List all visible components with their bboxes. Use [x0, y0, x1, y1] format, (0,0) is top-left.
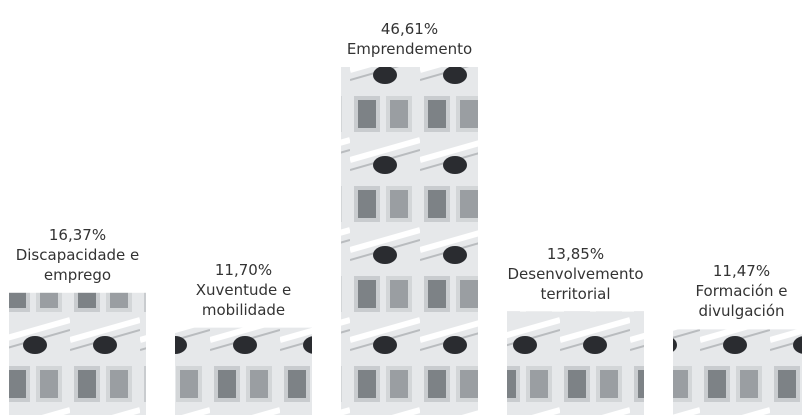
bar	[673, 329, 802, 415]
plot	[0, 0, 802, 415]
category-label: Emprendemento	[335, 39, 485, 59]
bar-label: 13,85%Desenvolvemento territorial	[501, 244, 651, 304]
category-label: Formación e divulgación	[667, 281, 802, 321]
value-label: 11,47%	[667, 261, 802, 281]
bar	[507, 312, 644, 415]
value-label: 16,37%	[3, 225, 153, 245]
bar-label: 46,61%Emprendemento	[335, 19, 485, 59]
category-label: Discapacidade e emprego	[3, 245, 153, 285]
bar-label: 16,37%Discapacidade e emprego	[3, 225, 153, 285]
value-label: 11,70%	[169, 260, 319, 280]
bar	[9, 293, 146, 415]
bar-label: 11,47%Formación e divulgación	[667, 261, 802, 321]
category-label: Desenvolvemento territorial	[501, 264, 651, 304]
category-label: Xuventude e mobilidade	[169, 280, 319, 320]
chart: 16,37%Discapacidade e emprego 11,70%Xuven…	[0, 0, 802, 415]
bar	[341, 67, 478, 415]
value-label: 46,61%	[335, 19, 485, 39]
bar-label: 11,70%Xuventude e mobilidade	[169, 260, 319, 320]
value-label: 13,85%	[501, 244, 651, 264]
bar	[175, 328, 312, 415]
